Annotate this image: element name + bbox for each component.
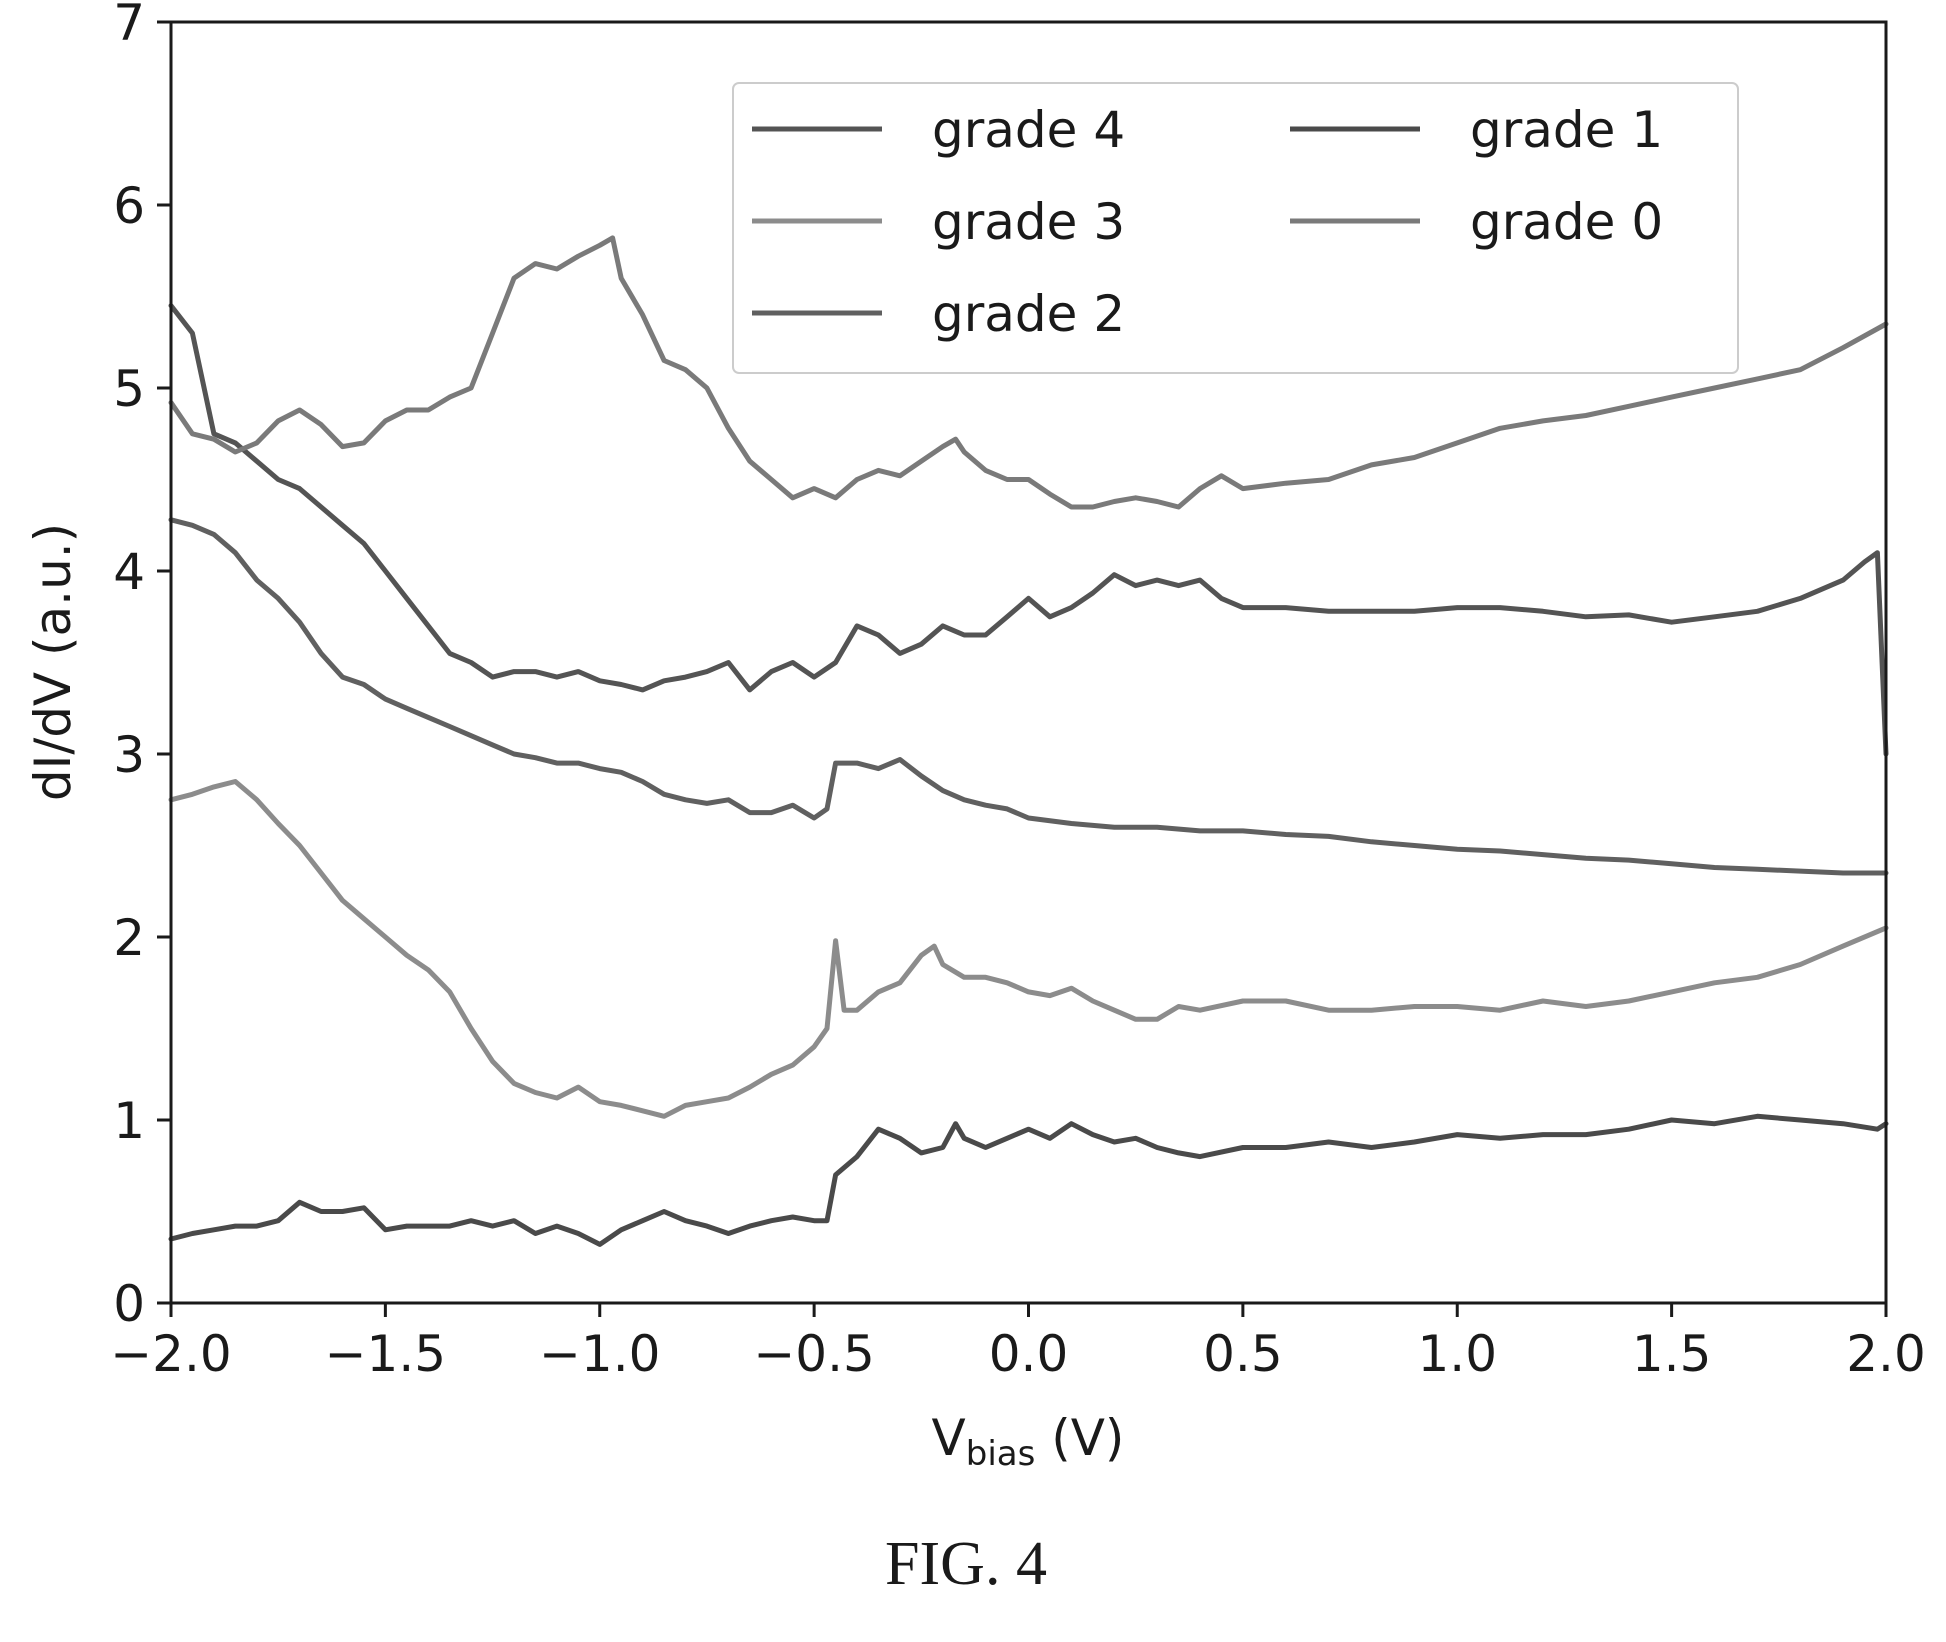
y-tick-label: 1 [113, 1092, 145, 1150]
series-line-grade-2 [168, 517, 1889, 876]
y-axis-ticks: 0 1 2 3 4 5 6 7 [113, 0, 171, 1333]
y-tick-label: 2 [113, 909, 145, 967]
x-tick-label: 1.0 [1417, 1325, 1497, 1383]
x-axis-label-main: V [932, 1409, 966, 1467]
x-axis-label: Vbias (V) [932, 1409, 1125, 1474]
y-tick-label: 0 [113, 1275, 145, 1333]
legend-label: grade 0 [1470, 193, 1663, 251]
x-tick-label: 1.5 [1632, 1325, 1712, 1383]
y-axis-label: dI/dV (a.u.) [24, 523, 82, 801]
series-line-grade-1 [168, 1113, 1889, 1247]
y-tick-label: 7 [113, 0, 145, 52]
legend-label: grade 4 [932, 101, 1125, 159]
x-tick-label: −1.0 [539, 1325, 660, 1383]
y-tick-label: 6 [113, 177, 145, 235]
x-axis-label-unit: (V) [1035, 1409, 1124, 1467]
legend: grade 4 grade 3 grade 2 grade 1 grade 0 [732, 82, 1739, 374]
x-tick-label: −0.5 [753, 1325, 874, 1383]
legend-label: grade 2 [932, 285, 1125, 343]
legend-label: grade 1 [1470, 101, 1663, 159]
y-tick-label: 5 [113, 360, 145, 418]
series-layer [168, 235, 1889, 1247]
x-tick-label: −1.5 [325, 1325, 446, 1383]
legend-box [732, 82, 1739, 374]
x-tick-label: −2.0 [110, 1325, 231, 1383]
series-line-grade-4 [168, 303, 1889, 757]
x-tick-label: 0.0 [989, 1325, 1069, 1383]
x-tick-label: 2.0 [1846, 1325, 1926, 1383]
legend-label: grade 3 [932, 193, 1125, 251]
y-tick-label: 4 [113, 543, 145, 601]
series-line-grade-0 [168, 235, 1889, 510]
x-axis-label-sub: bias [966, 1434, 1036, 1474]
x-axis-ticks: −2.0 −1.5 −1.0 −0.5 0.0 0.5 1.0 1.5 2.0 [110, 1303, 1926, 1383]
y-tick-label: 3 [113, 726, 145, 784]
series-line-grade-3 [168, 779, 1889, 1119]
x-tick-label: 0.5 [1203, 1325, 1283, 1383]
figure-caption: FIG. 4 [885, 1530, 1047, 1598]
